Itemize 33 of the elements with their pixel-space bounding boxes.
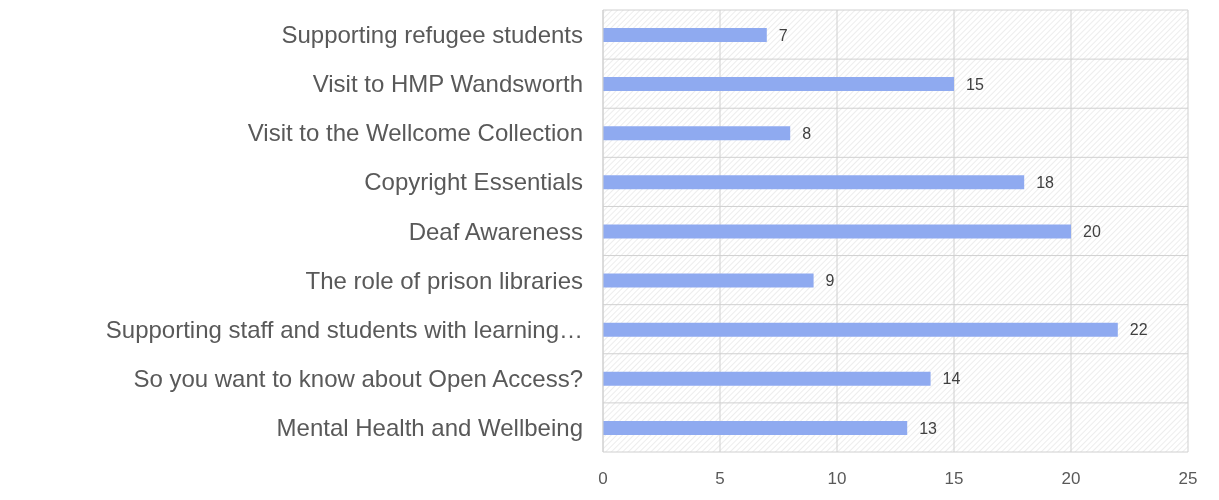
data-label: 8 — [802, 124, 812, 142]
bar — [603, 28, 767, 42]
data-label: 18 — [1036, 174, 1055, 192]
y-tick-label: So you want to know about Open Access? — [133, 364, 583, 392]
y-tick-label: Copyright Essentials — [364, 168, 583, 196]
y-tick-label: Supporting refugee students — [281, 21, 583, 49]
bar — [603, 273, 814, 288]
data-label: 13 — [919, 419, 938, 437]
bar — [603, 371, 931, 386]
data-label: 14 — [942, 370, 961, 388]
bar — [603, 126, 791, 141]
x-tick-label: 25 — [1178, 469, 1198, 489]
bar — [603, 77, 954, 92]
bar — [603, 420, 908, 435]
x-tick-label: 15 — [944, 469, 964, 489]
y-tick-label: Deaf Awareness — [408, 217, 583, 245]
data-label: 20 — [1083, 223, 1101, 241]
y-tick-label: Visit to the Wellcome Collection — [247, 119, 583, 147]
data-label: 22 — [1129, 321, 1148, 339]
y-tick-label: The role of prison libraries — [305, 266, 583, 294]
y-tick-label: Mental Health and Wellbeing — [276, 413, 583, 441]
x-tick-label: 20 — [1061, 469, 1081, 489]
y-tick-label: Visit to HMP Wandsworth — [312, 70, 583, 98]
data-label: 15 — [966, 75, 984, 93]
x-tick-label: 10 — [827, 469, 847, 489]
bar — [603, 175, 1025, 190]
y-tick-label: Supporting staff and students with learning… — [105, 315, 583, 343]
data-label: 7 — [778, 26, 788, 44]
bar — [603, 322, 1118, 337]
bar — [603, 224, 1071, 239]
x-tick-label: 0 — [598, 469, 608, 489]
data-label: 9 — [825, 272, 835, 290]
x-tick-label: 5 — [715, 469, 725, 489]
